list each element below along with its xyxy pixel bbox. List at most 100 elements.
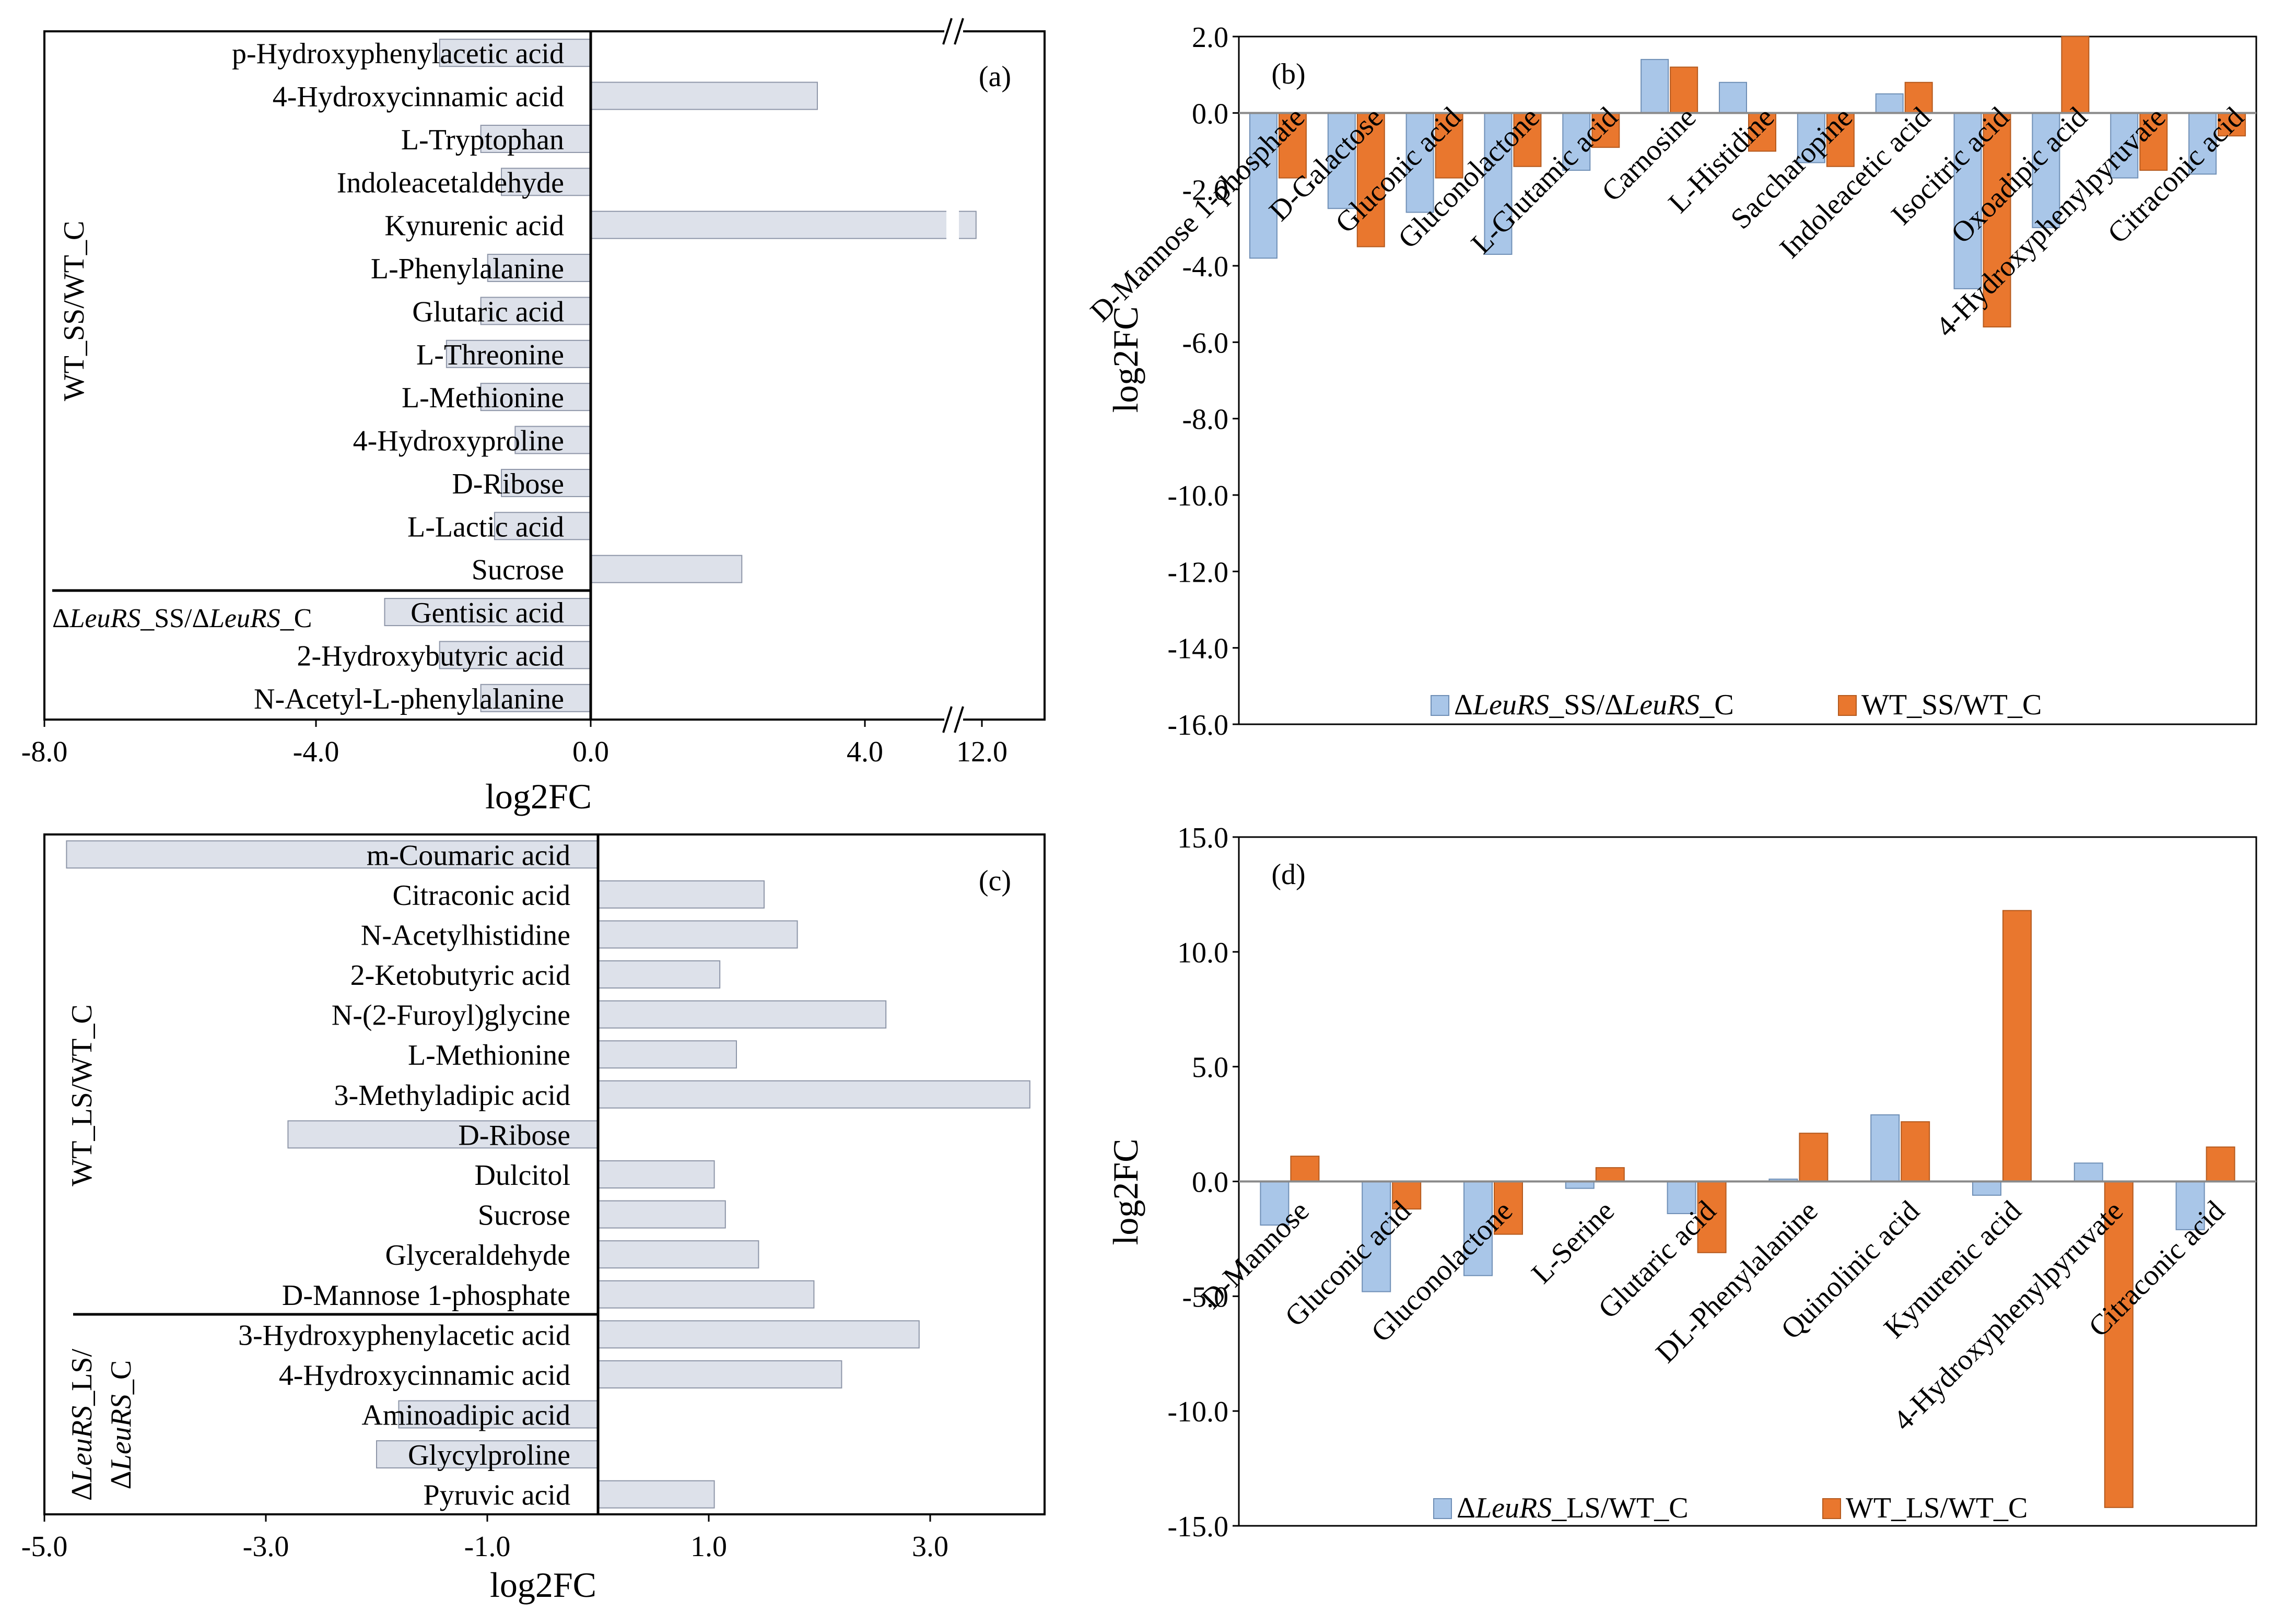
category-label-a-5: L-Phenylalanine [371, 253, 564, 285]
bar-b-s1-2 [1435, 112, 1463, 179]
bar-d-s1-6 [1901, 1121, 1930, 1182]
category-label-a-14: 2-Hydroxybutyric acid [297, 640, 564, 672]
bar-b-s1-5 [1670, 66, 1698, 114]
category-label-a-1: 4-Hydroxycinnamic acid [273, 81, 564, 113]
bar-b-s1-8 [1904, 81, 1933, 114]
bar-b-s0-3 [1484, 112, 1513, 255]
bar-b-s0-9 [1953, 112, 1982, 289]
category-label-a-13: Gentisic acid [411, 597, 564, 629]
bar-a-13 [384, 598, 591, 627]
category-label-c-13: 4-Hydroxycinnamic acid [279, 1359, 570, 1392]
panel-d: 15.010.05.00.0-5.0-10.0-15.0log2FCD-Mann… [1106, 822, 2257, 1543]
axis-break-mark-b-a-0 [954, 18, 964, 45]
bar-a-2 [480, 124, 591, 153]
bar-c-10 [597, 1240, 759, 1269]
x-tick-label-a-3: 4.0 [847, 736, 883, 768]
x-tick-label-a-0: -8.0 [21, 736, 68, 768]
category-label-a-4: Kynurenic acid [384, 210, 564, 242]
bar-a-11 [494, 512, 592, 540]
bar-b-s1-11 [2139, 112, 2168, 171]
bar-d-s1-5 [1799, 1133, 1829, 1182]
axis-break-mark-b-a-1 [954, 706, 964, 733]
y-tick-label-d-2: 5.0 [1192, 1052, 1228, 1084]
category-label-c-5: L-Methionine [408, 1039, 570, 1072]
category-label-c-12: 3-Hydroxyphenylacetic acid [238, 1319, 570, 1351]
category-label-c-16: Pyruvic acid [424, 1479, 570, 1512]
category-label-c-3: 2-Ketobutyric acid [350, 959, 570, 992]
panel-label-b: (b) [1271, 58, 1305, 90]
bar-d-s0-0 [1260, 1181, 1290, 1226]
x-tick-label-c-4: 3.0 [912, 1531, 948, 1563]
y-tick-label-d-6: -15.0 [1167, 1511, 1228, 1543]
bar-b-s0-8 [1875, 93, 1904, 114]
panel-label-c: (c) [979, 865, 1011, 897]
axis-break-mark-a-1 [942, 706, 953, 733]
category-label-a-2: L-Tryptophan [401, 124, 564, 156]
panel-label-d: (d) [1271, 858, 1305, 891]
group-label-c-0: WT_LS/WT_C [66, 1004, 98, 1186]
x-axis-title-c: log2FC [490, 1565, 596, 1605]
panel-c-frame [43, 833, 1046, 1515]
bar-c-2 [597, 920, 798, 949]
legend-swatch-d-0 [1433, 1498, 1452, 1519]
bar-a-7 [446, 339, 591, 368]
bar-a-1 [590, 81, 818, 110]
x-tick-label-c-3: 1.0 [690, 1531, 727, 1563]
bar-break-gap-a [946, 209, 959, 241]
bar-b-s0-6 [1719, 81, 1747, 114]
y-tick-label-b-7: -12.0 [1167, 556, 1228, 589]
category-label-c-8: Dulcitol [474, 1159, 570, 1192]
category-label-c-15: Glycylproline [408, 1439, 570, 1472]
panel-b: 2.0 0.0 -2.0 -4.0 -6.0 -8.0 -10.0 -12.0 -14.0 -16… [1084, 21, 2257, 742]
bar-c-13 [597, 1360, 842, 1388]
x-tick-label-a-2: 0.0 [572, 736, 609, 768]
y-tick-label-b-1: 0.0 [1192, 98, 1228, 130]
bar-c-6 [597, 1080, 1030, 1109]
bar-c-14 [398, 1400, 599, 1429]
legend-swatch-d-1 [1822, 1498, 1841, 1519]
bar-a-9 [514, 426, 591, 454]
category-label-c-2: N-Acetylhistidine [361, 919, 570, 951]
panel-c: m-Coumaric acid Citraconic acid N-Acetylhi… [21, 833, 1046, 1605]
x-axis-title-a: log2FC [485, 776, 592, 816]
bar-d-s0-6 [1870, 1114, 1900, 1182]
panel-a: p-Hydroxyphenylacetic acid 4-Hydroxycinna… [21, 16, 1046, 816]
category-label-c-10: Glyceraldehyde [385, 1239, 570, 1272]
bar-d-s0-7 [1972, 1181, 2001, 1196]
x-tick-label-c-1: -3.0 [243, 1531, 289, 1563]
bar-b-s1-12 [2218, 112, 2246, 137]
category-label-a-7: L-Threonine [416, 339, 564, 371]
bar-b-s1-10 [2061, 36, 2090, 114]
panel-a-frame [43, 30, 1046, 721]
y-tick-label-b-4: -6.0 [1182, 327, 1228, 359]
bar-b-s0-5 [1640, 58, 1669, 114]
bar-a-0 [439, 39, 591, 67]
y-tick-label-d-0: 15.0 [1177, 822, 1228, 854]
y-tick-label-d-4: -5.0 [1182, 1281, 1228, 1313]
bar-a-12 [590, 555, 743, 583]
legend-label-d-0: ΔLeuRS_LS/WT_C [1457, 1492, 1689, 1524]
x-tick-label-a-4: 12.0 [956, 736, 1007, 768]
category-label-c-6: 3-Methyladipic acid [334, 1079, 570, 1112]
category-label-a-3: Indoleacetaldehyde [337, 167, 564, 199]
x-tick-label-c-2: -1.0 [464, 1531, 511, 1563]
category-label-c-14: Aminoadipic acid [361, 1399, 570, 1432]
bar-d-s1-3 [1595, 1167, 1625, 1182]
bar-c-16 [597, 1480, 715, 1509]
category-label-c-11: D-Mannose 1-phosphate [282, 1279, 570, 1312]
bar-b-s0-10 [2032, 112, 2060, 228]
bar-d-s1-4 [1697, 1181, 1727, 1253]
bar-d-s0-9 [2175, 1181, 2205, 1230]
y-tick-label-b-0: 2.0 [1192, 21, 1228, 54]
y-tick-label-d-1: 10.0 [1177, 937, 1228, 969]
bar-b-s0-7 [1797, 112, 1825, 163]
category-label-a-11: L-Lactic acid [407, 511, 564, 543]
bar-d-s1-0 [1290, 1156, 1320, 1182]
bar-d-s1-7 [2002, 910, 2032, 1182]
y-tick-label-b-2: -2.0 [1182, 174, 1228, 207]
group-label-c-1a: ΔLeuRS_LS/ [66, 1349, 98, 1501]
bar-a-14 [439, 641, 591, 669]
panel-b-frame [1238, 36, 2257, 725]
axis-break-mark-a-0 [942, 18, 953, 45]
